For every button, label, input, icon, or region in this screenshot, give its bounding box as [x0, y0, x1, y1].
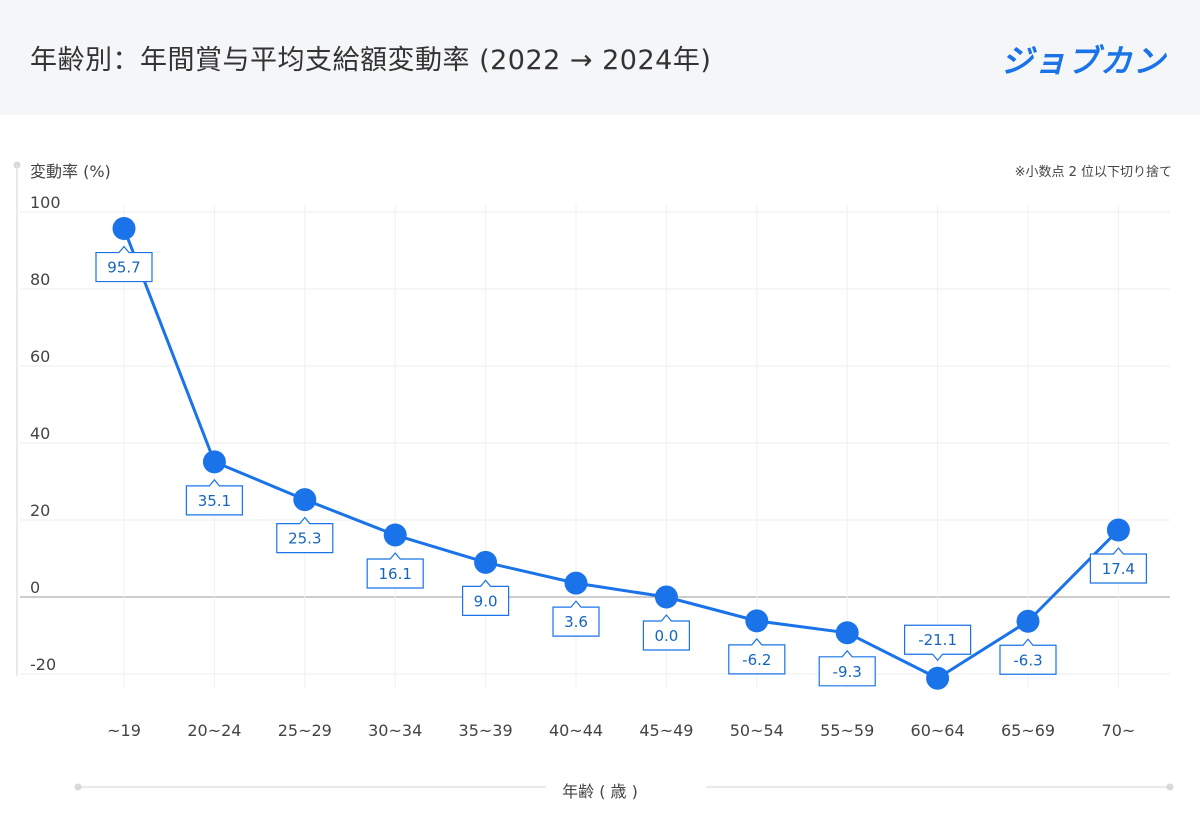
data-label-box: [95, 245, 153, 283]
y-tick-label: -20: [30, 655, 56, 674]
data-label: 17.4: [1102, 560, 1135, 578]
x-axis-title: 年齢 ( 歳 ): [562, 782, 638, 801]
data-label: 3.6: [564, 613, 588, 631]
data-point: [202, 450, 226, 474]
y-tick-label: 100: [30, 193, 61, 212]
data-point: [926, 666, 950, 690]
x-axis-cap-right: [1166, 783, 1174, 791]
x-tick-label: 35~39: [459, 721, 513, 740]
data-label-box: [276, 516, 334, 554]
data-point: [835, 621, 859, 645]
y-tick-label: 80: [30, 270, 50, 289]
page-title: 年齢別：年間賞与平均支給額変動率 (2022 → 2024年): [30, 45, 712, 76]
y-axis-title: 変動率 (%): [30, 162, 111, 181]
data-label: 0.0: [654, 627, 678, 645]
data-label-box: [728, 637, 786, 675]
x-tick-label: 30~34: [368, 721, 422, 740]
x-tick-label: 40~44: [549, 721, 603, 740]
data-label: 16.1: [378, 565, 411, 583]
y-tick-label: 40: [30, 424, 50, 443]
x-tick-label: 55~59: [820, 721, 874, 740]
data-label-box: [818, 649, 876, 687]
data-point: [654, 585, 678, 609]
data-point: [293, 488, 317, 512]
data-label-box: [1089, 547, 1147, 584]
data-label-box: [366, 552, 424, 589]
data-point: [112, 217, 136, 241]
x-tick-label: 70~: [1102, 721, 1136, 740]
x-tick-label: 50~54: [730, 721, 784, 740]
header-bar: [0, 0, 1200, 115]
data-point: [383, 523, 407, 547]
data-label: -6.2: [742, 651, 771, 669]
data-label-box: [999, 638, 1057, 675]
jobcan-logo: ジョブカン: [1000, 42, 1166, 80]
data-label: 25.3: [288, 530, 321, 548]
x-tick-label: 60~64: [911, 721, 965, 740]
data-label-box: [185, 478, 243, 516]
x-tick-label: 25~29: [278, 721, 332, 740]
x-tick-label: 65~69: [1001, 721, 1055, 740]
data-point: [745, 609, 769, 633]
data-label: -9.3: [833, 663, 862, 681]
y-tick-label: 0: [30, 578, 40, 597]
y-tick-label: 20: [30, 501, 50, 520]
x-tick-label: ~19: [107, 721, 141, 740]
data-label-box: [642, 614, 690, 651]
series-line: [122, 228, 1120, 680]
data-label-box: [904, 624, 972, 662]
x-axis-cap-left: [74, 783, 82, 791]
data-point: [474, 550, 498, 574]
x-tick-label: 20~24: [187, 721, 241, 740]
data-label: -6.3: [1013, 651, 1042, 669]
data-point: [1106, 518, 1130, 542]
rounding-note: ※小数点 2 位以下切り捨て: [1014, 165, 1172, 180]
data-point: [1016, 609, 1040, 633]
data-label: 9.0: [474, 592, 498, 610]
data-label-box: [552, 600, 600, 637]
y-tick-label: 60: [30, 347, 50, 366]
data-label: 35.1: [198, 492, 231, 510]
x-tick-label: 45~49: [639, 721, 693, 740]
data-point: [564, 571, 588, 595]
data-label: 95.7: [107, 259, 140, 277]
data-label-box: [462, 579, 510, 616]
data-label: -21.1: [918, 631, 957, 649]
